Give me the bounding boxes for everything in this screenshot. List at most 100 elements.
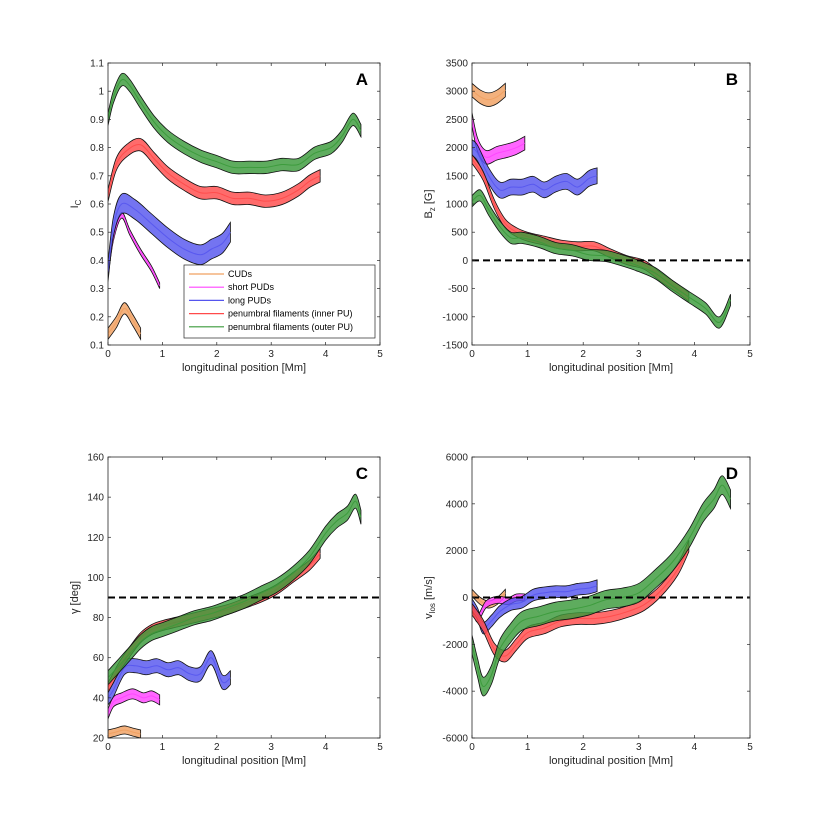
x-tick-label: 5 — [747, 742, 753, 753]
y-tick-label: -4000 — [442, 687, 468, 698]
mean-line-penumbral-filaments-outer-pu — [472, 194, 731, 323]
y-tick-label: 140 — [87, 493, 104, 504]
x-tick-label: 2 — [214, 742, 220, 753]
y-tick-label: 0.5 — [90, 228, 104, 239]
x-tick-label: 0 — [469, 349, 475, 360]
y-tick-label: 1.1 — [90, 59, 104, 70]
x-tick-label: 0 — [469, 742, 475, 753]
plot-area — [108, 493, 380, 738]
y-axis-label-unit: [m/s] — [423, 576, 435, 603]
band-penumbral-filaments-outer-pu — [108, 72, 362, 175]
panel-c: 0 1 2 3 4 5 20 40 60 80 100 120 140 160 longitudinal p… — [69, 453, 383, 768]
x-tick-label: 1 — [525, 742, 531, 753]
x-tick-label: 4 — [692, 349, 698, 360]
y-tick-label: 20 — [93, 734, 105, 745]
x-tick-label: 3 — [268, 742, 274, 753]
y-axis-label-main: B — [423, 211, 435, 218]
mean-line-long-puds — [108, 202, 231, 272]
x-axis-label: longitudinal position [Mm] — [549, 755, 673, 767]
x-tick-label: 0 — [105, 349, 111, 360]
y-tick-label: 120 — [87, 533, 104, 544]
plot-area — [108, 72, 362, 341]
mean-line-cuds — [108, 729, 141, 735]
y-tick-label: -1500 — [442, 341, 468, 352]
y-axis-label: Bz [G] — [423, 189, 437, 218]
panel-letter: D — [726, 464, 738, 483]
y-tick-label: 0.7 — [90, 171, 104, 182]
y-tick-label: 0.6 — [90, 200, 104, 211]
y-tick-label: 0.9 — [90, 115, 104, 126]
mean-line-penumbral-filaments-outer-pu — [108, 500, 362, 679]
band-short-puds — [108, 688, 161, 720]
y-tick-label: 0.3 — [90, 284, 104, 295]
mean-line-long-puds — [108, 657, 231, 699]
y-axis-label: γ [deg] — [69, 581, 81, 614]
panel-b: 0 1 2 3 4 5 -1500 -1000 -500 0 500 1000 1500 2000 2500… — [423, 59, 753, 375]
x-tick-label: 5 — [747, 349, 753, 360]
x-tick-label: 3 — [268, 349, 274, 360]
x-tick-label: 4 — [323, 742, 329, 753]
mean-line-cuds — [108, 307, 142, 335]
legend-box — [183, 264, 376, 339]
y-axis-label: IC — [69, 199, 83, 208]
mean-line-short-puds — [108, 693, 160, 715]
y-tick-label: 1000 — [446, 200, 469, 211]
y-tick-label: 0.2 — [90, 312, 104, 323]
x-tick-label: 4 — [692, 742, 698, 753]
x-tick-label: 2 — [580, 742, 586, 753]
band-penumbral-filaments-outer-pu — [108, 493, 362, 686]
y-tick-label: 1500 — [446, 171, 469, 182]
axes-box — [107, 456, 381, 739]
panel-a: 0 1 2 3 4 5 0.1 0.2 0.3 0.4 0.5 0.6 0.7 0.8 0.9 1 1.1 lon… — [69, 59, 383, 375]
y-tick-label: 1 — [98, 87, 104, 98]
y-tick-label: 0.8 — [90, 143, 104, 154]
y-tick-label: 160 — [87, 453, 104, 464]
panel-letter: C — [356, 464, 368, 483]
y-axis-label: vlos [m/s] — [423, 576, 437, 619]
x-tick-label: 5 — [377, 742, 383, 753]
x-tick-label: 2 — [580, 349, 586, 360]
mean-line-penumbral-filaments-inner-pu — [108, 143, 321, 202]
band-penumbral-filaments-outer-pu — [472, 475, 731, 697]
band-penumbral-filaments-outer-pu — [472, 189, 731, 329]
band-long-puds — [108, 192, 231, 282]
x-tick-label: 4 — [323, 349, 329, 360]
y-tick-label: 3500 — [446, 59, 469, 70]
y-tick-label: 2500 — [446, 115, 469, 126]
y-tick-label: -6000 — [442, 734, 468, 745]
panel-letter: B — [726, 70, 738, 89]
y-tick-label: 3000 — [446, 87, 469, 98]
mean-line-penumbral-filaments-outer-pu — [472, 484, 731, 688]
mean-line-long-puds — [472, 147, 598, 191]
x-axis-label: longitudinal position [Mm] — [182, 755, 306, 767]
y-tick-label: 100 — [87, 573, 104, 584]
y-tick-label: -500 — [448, 284, 468, 295]
y-axis-label-main: γ [deg] — [69, 581, 81, 614]
legend-entry: penumbral filaments (outer PU) — [228, 322, 353, 332]
y-tick-label: 60 — [93, 653, 105, 664]
y-tick-label: 40 — [93, 693, 105, 704]
y-tick-label: -2000 — [442, 640, 468, 651]
band-long-puds — [108, 650, 231, 706]
x-axis-label: longitudinal position [Mm] — [182, 362, 306, 374]
legend-entry: CUDs — [228, 269, 252, 279]
band-long-puds — [472, 579, 598, 635]
y-axis-label-unit: [G] — [423, 189, 435, 207]
y-tick-label: 0.1 — [90, 341, 104, 352]
x-tick-label: 0 — [105, 742, 111, 753]
legend-entry: long PUDs — [228, 295, 272, 305]
y-tick-label: -1000 — [442, 312, 468, 323]
x-tick-label: 3 — [636, 349, 642, 360]
y-tick-label: 0 — [462, 256, 468, 267]
x-tick-label: 3 — [636, 742, 642, 753]
panel-d: 0 1 2 3 4 5 -6000 -4000 -2000 0 2000 4000 6000 longit… — [423, 453, 753, 768]
band-cuds — [472, 82, 506, 107]
mean-line-penumbral-filaments-outer-pu — [108, 78, 362, 169]
panel-letter: A — [356, 70, 368, 89]
plot-area — [472, 82, 750, 329]
legend: CUDs short PUDs long PUDs penumbral filamen… — [183, 264, 376, 339]
legend-entry: short PUDs — [228, 282, 275, 292]
band-cuds — [108, 302, 142, 341]
